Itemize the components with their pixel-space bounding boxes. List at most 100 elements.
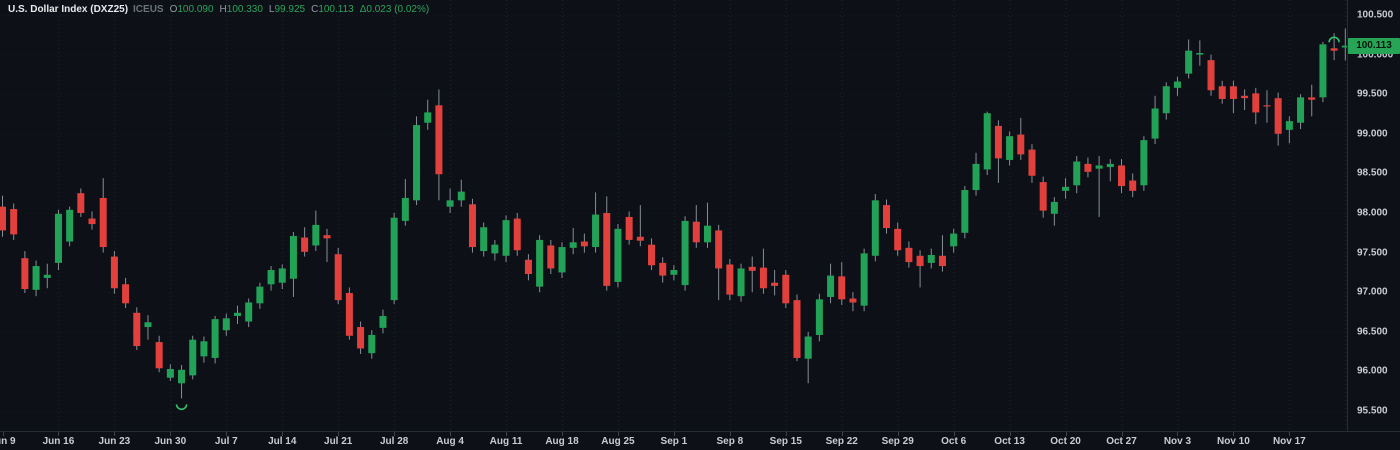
candle[interactable] (1241, 95, 1249, 99)
candle[interactable] (1297, 97, 1305, 123)
candle[interactable] (1062, 186, 1070, 191)
candle[interactable] (401, 197, 409, 221)
candle[interactable] (1263, 105, 1271, 107)
candle[interactable] (692, 221, 700, 243)
candle[interactable] (1173, 81, 1181, 88)
candle[interactable] (1330, 48, 1338, 51)
price-axis[interactable]: 100.500 100.000 99.500 99.000 98.500 98.000 97… (1347, 0, 1400, 431)
candle[interactable] (838, 276, 846, 300)
candle[interactable] (659, 262, 667, 276)
candle[interactable] (480, 227, 488, 252)
candle[interactable] (1218, 86, 1226, 99)
candle[interactable] (524, 259, 532, 274)
candle[interactable] (703, 225, 711, 243)
candle[interactable] (0, 206, 6, 231)
candle[interactable] (614, 228, 622, 282)
candle[interactable] (1095, 165, 1103, 169)
candle[interactable] (1006, 136, 1014, 160)
candle[interactable] (1017, 134, 1025, 155)
candles-series[interactable] (0, 28, 1347, 399)
candle[interactable] (681, 220, 689, 286)
candle[interactable] (32, 266, 40, 290)
candle[interactable] (860, 253, 868, 306)
candle[interactable] (625, 216, 633, 240)
candle[interactable] (726, 264, 734, 295)
candle[interactable] (1341, 45, 1347, 48)
candle[interactable] (849, 298, 857, 303)
candle[interactable] (1050, 201, 1058, 214)
candle[interactable] (200, 341, 208, 357)
candle[interactable] (871, 200, 879, 256)
candle[interactable] (1106, 163, 1114, 168)
candle[interactable] (468, 204, 476, 248)
candle[interactable] (894, 228, 902, 251)
candle[interactable] (144, 322, 152, 328)
candle[interactable] (547, 245, 555, 269)
candle[interactable] (558, 247, 566, 273)
candle[interactable] (233, 312, 241, 316)
candle[interactable] (357, 327, 365, 349)
candle[interactable] (916, 255, 924, 267)
candle[interactable] (972, 163, 980, 191)
candle[interactable] (513, 218, 521, 251)
candle[interactable] (1118, 165, 1125, 187)
candle[interactable] (312, 224, 320, 246)
candle[interactable] (771, 282, 779, 286)
candle[interactable] (66, 209, 74, 242)
candle[interactable] (334, 254, 342, 301)
candle[interactable] (983, 113, 991, 170)
candle[interactable] (446, 200, 454, 207)
candle[interactable] (737, 268, 745, 297)
candle[interactable] (961, 190, 969, 233)
candle[interactable] (413, 125, 421, 201)
candle[interactable] (222, 318, 230, 331)
candle[interactable] (793, 300, 801, 358)
candle[interactable] (938, 255, 946, 267)
candle[interactable] (536, 239, 544, 287)
candle[interactable] (390, 217, 398, 301)
candle[interactable] (155, 342, 163, 369)
candle[interactable] (636, 236, 644, 241)
candle[interactable] (245, 302, 253, 322)
candle[interactable] (603, 213, 611, 286)
candle[interactable] (267, 270, 275, 285)
candle[interactable] (1028, 149, 1036, 176)
candle[interactable] (827, 275, 835, 297)
candle[interactable] (927, 254, 935, 263)
candle[interactable] (1140, 140, 1148, 186)
candle[interactable] (1207, 60, 1215, 91)
candle[interactable] (457, 191, 465, 201)
candle[interactable] (323, 235, 331, 239)
candle[interactable] (301, 237, 309, 252)
candle[interactable] (592, 214, 600, 248)
candle[interactable] (110, 256, 118, 289)
candle[interactable] (1285, 121, 1293, 130)
candle[interactable] (211, 319, 219, 358)
candle[interactable] (54, 213, 62, 263)
candle[interactable] (1196, 53, 1204, 55)
candle[interactable] (345, 292, 353, 336)
candle[interactable] (278, 268, 286, 283)
candle[interactable] (648, 244, 656, 266)
candle[interactable] (88, 218, 96, 225)
candle[interactable] (122, 284, 130, 304)
candle[interactable] (21, 258, 29, 290)
candlestick-chart[interactable] (0, 0, 1347, 431)
candle[interactable] (133, 312, 141, 347)
candle[interactable] (502, 220, 510, 256)
candle[interactable] (1039, 182, 1047, 211)
candle[interactable] (1084, 163, 1092, 172)
candle[interactable] (379, 315, 387, 328)
candle[interactable] (950, 233, 958, 247)
candle[interactable] (815, 299, 823, 335)
candle[interactable] (1252, 93, 1260, 113)
candle[interactable] (1185, 50, 1193, 74)
candle[interactable] (1229, 86, 1237, 99)
candle[interactable] (189, 339, 197, 376)
candle[interactable] (580, 241, 588, 247)
candle[interactable] (1129, 180, 1137, 191)
time-axis[interactable]: Jun 9 Jun 16 Jun 23 Jun 30 Jul 7 Jul 14 Jul 21… (0, 431, 1400, 450)
candle[interactable] (256, 286, 264, 304)
candle[interactable] (1073, 161, 1081, 186)
candle[interactable] (1162, 86, 1170, 114)
